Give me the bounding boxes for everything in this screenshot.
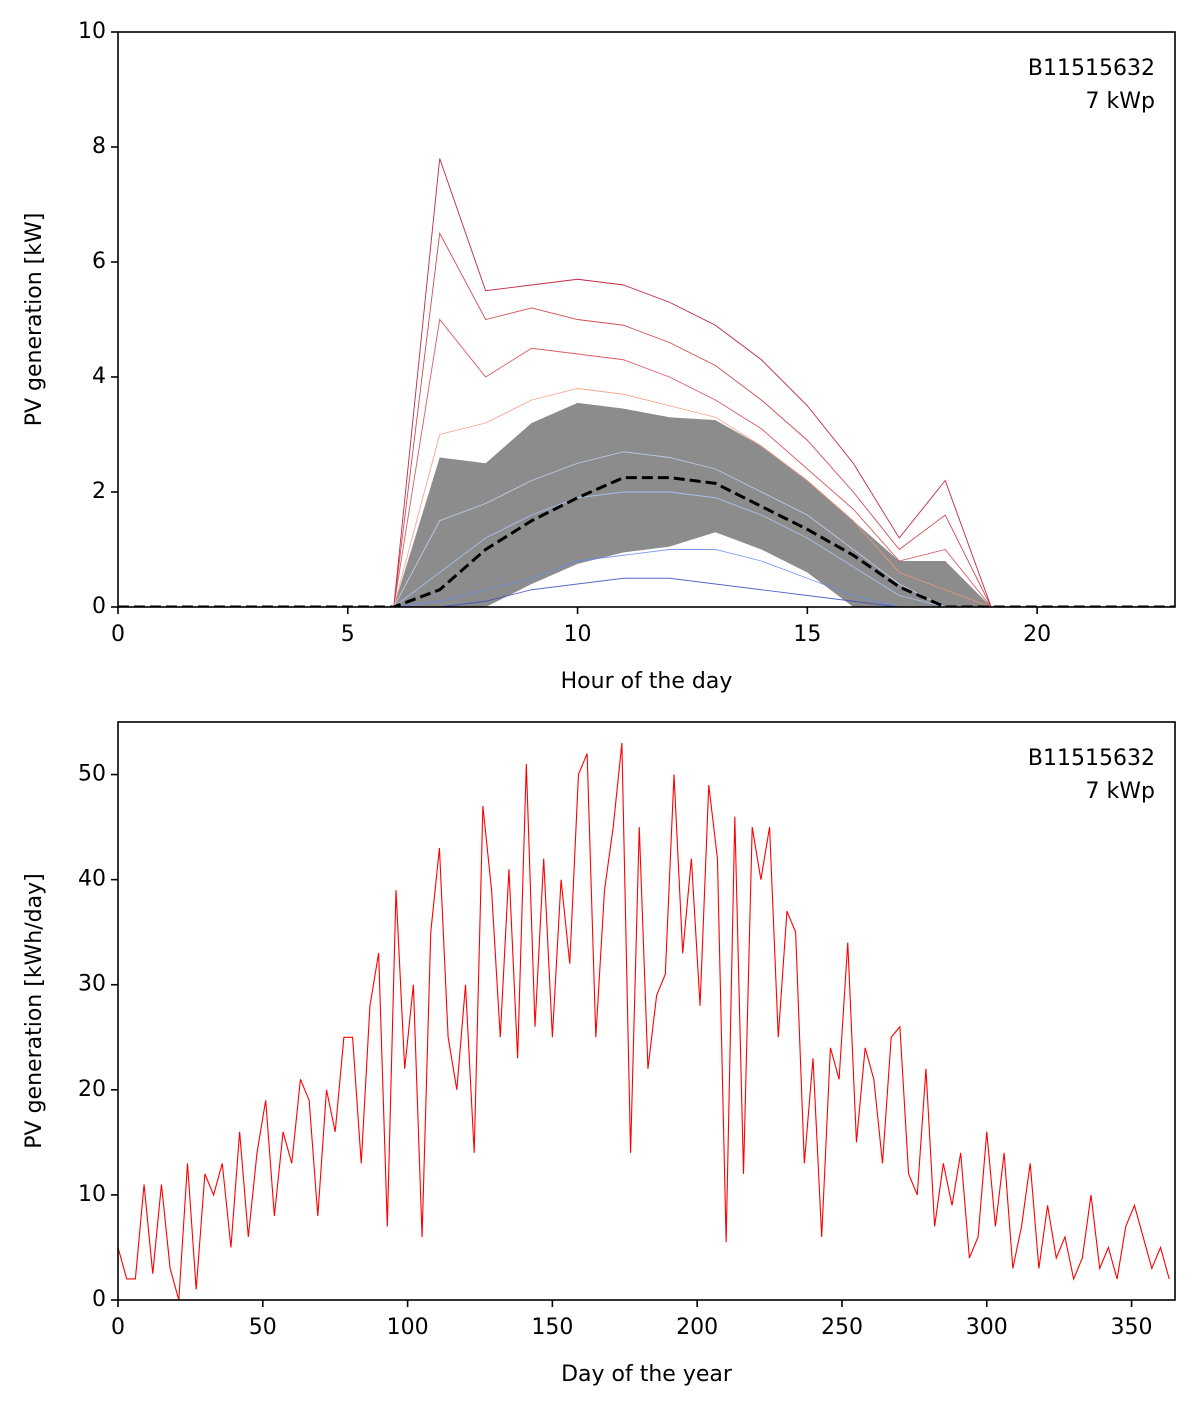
plot-area bbox=[118, 158, 1175, 607]
x-tick-label: 10 bbox=[564, 622, 592, 647]
x-tick-label: 300 bbox=[966, 1315, 1008, 1340]
annotation: B11515632 bbox=[1028, 746, 1155, 771]
y-tick-label: 4 bbox=[92, 364, 106, 389]
y-tick-label: 50 bbox=[78, 762, 106, 787]
y-tick-label: 8 bbox=[92, 134, 106, 159]
x-tick-label: 20 bbox=[1023, 622, 1051, 647]
series-line bbox=[118, 742, 1170, 1300]
y-tick-label: 20 bbox=[78, 1077, 106, 1102]
y-tick-label: 40 bbox=[78, 867, 106, 892]
y-tick-label: 0 bbox=[92, 594, 106, 619]
x-tick-label: 50 bbox=[249, 1315, 277, 1340]
y-tick-label: 6 bbox=[92, 249, 106, 274]
y-tick-label: 0 bbox=[92, 1287, 106, 1312]
annotation: 7 kWp bbox=[1086, 779, 1155, 804]
annotation: 7 kWp bbox=[1086, 89, 1155, 114]
series-line bbox=[118, 388, 1175, 607]
x-tick-label: 250 bbox=[821, 1315, 863, 1340]
y-tick-label: 30 bbox=[78, 972, 106, 997]
mean-line bbox=[118, 476, 1175, 607]
y-axis-label: PV generation [kW] bbox=[22, 213, 47, 427]
x-tick-label: 15 bbox=[793, 622, 821, 647]
series-line bbox=[118, 451, 1175, 607]
axes-frame bbox=[117, 31, 1176, 608]
series-line bbox=[118, 318, 1175, 607]
series-line bbox=[118, 577, 1175, 607]
axes-frame bbox=[117, 721, 1176, 1301]
x-axis-label: Hour of the day bbox=[561, 669, 733, 694]
plot-area bbox=[118, 742, 1170, 1300]
annotation: B11515632 bbox=[1028, 56, 1155, 81]
y-tick-label: 10 bbox=[78, 1182, 106, 1207]
series-line bbox=[118, 158, 1175, 607]
x-tick-label: 100 bbox=[387, 1315, 429, 1340]
x-tick-label: 200 bbox=[676, 1315, 718, 1340]
y-tick-label: 10 bbox=[78, 19, 106, 44]
series-line bbox=[118, 549, 1175, 607]
x-tick-label: 5 bbox=[341, 622, 355, 647]
series-line bbox=[118, 491, 1175, 607]
series-line bbox=[118, 231, 1175, 607]
x-tick-label: 0 bbox=[111, 622, 125, 647]
x-tick-label: 150 bbox=[531, 1315, 573, 1340]
band bbox=[118, 402, 1175, 607]
y-axis-label: PV generation [kWh/day] bbox=[22, 873, 47, 1148]
x-tick-label: 350 bbox=[1111, 1315, 1153, 1340]
x-tick-label: 0 bbox=[111, 1315, 125, 1340]
y-tick-label: 2 bbox=[92, 479, 106, 504]
x-axis-label: Day of the year bbox=[561, 1362, 733, 1387]
